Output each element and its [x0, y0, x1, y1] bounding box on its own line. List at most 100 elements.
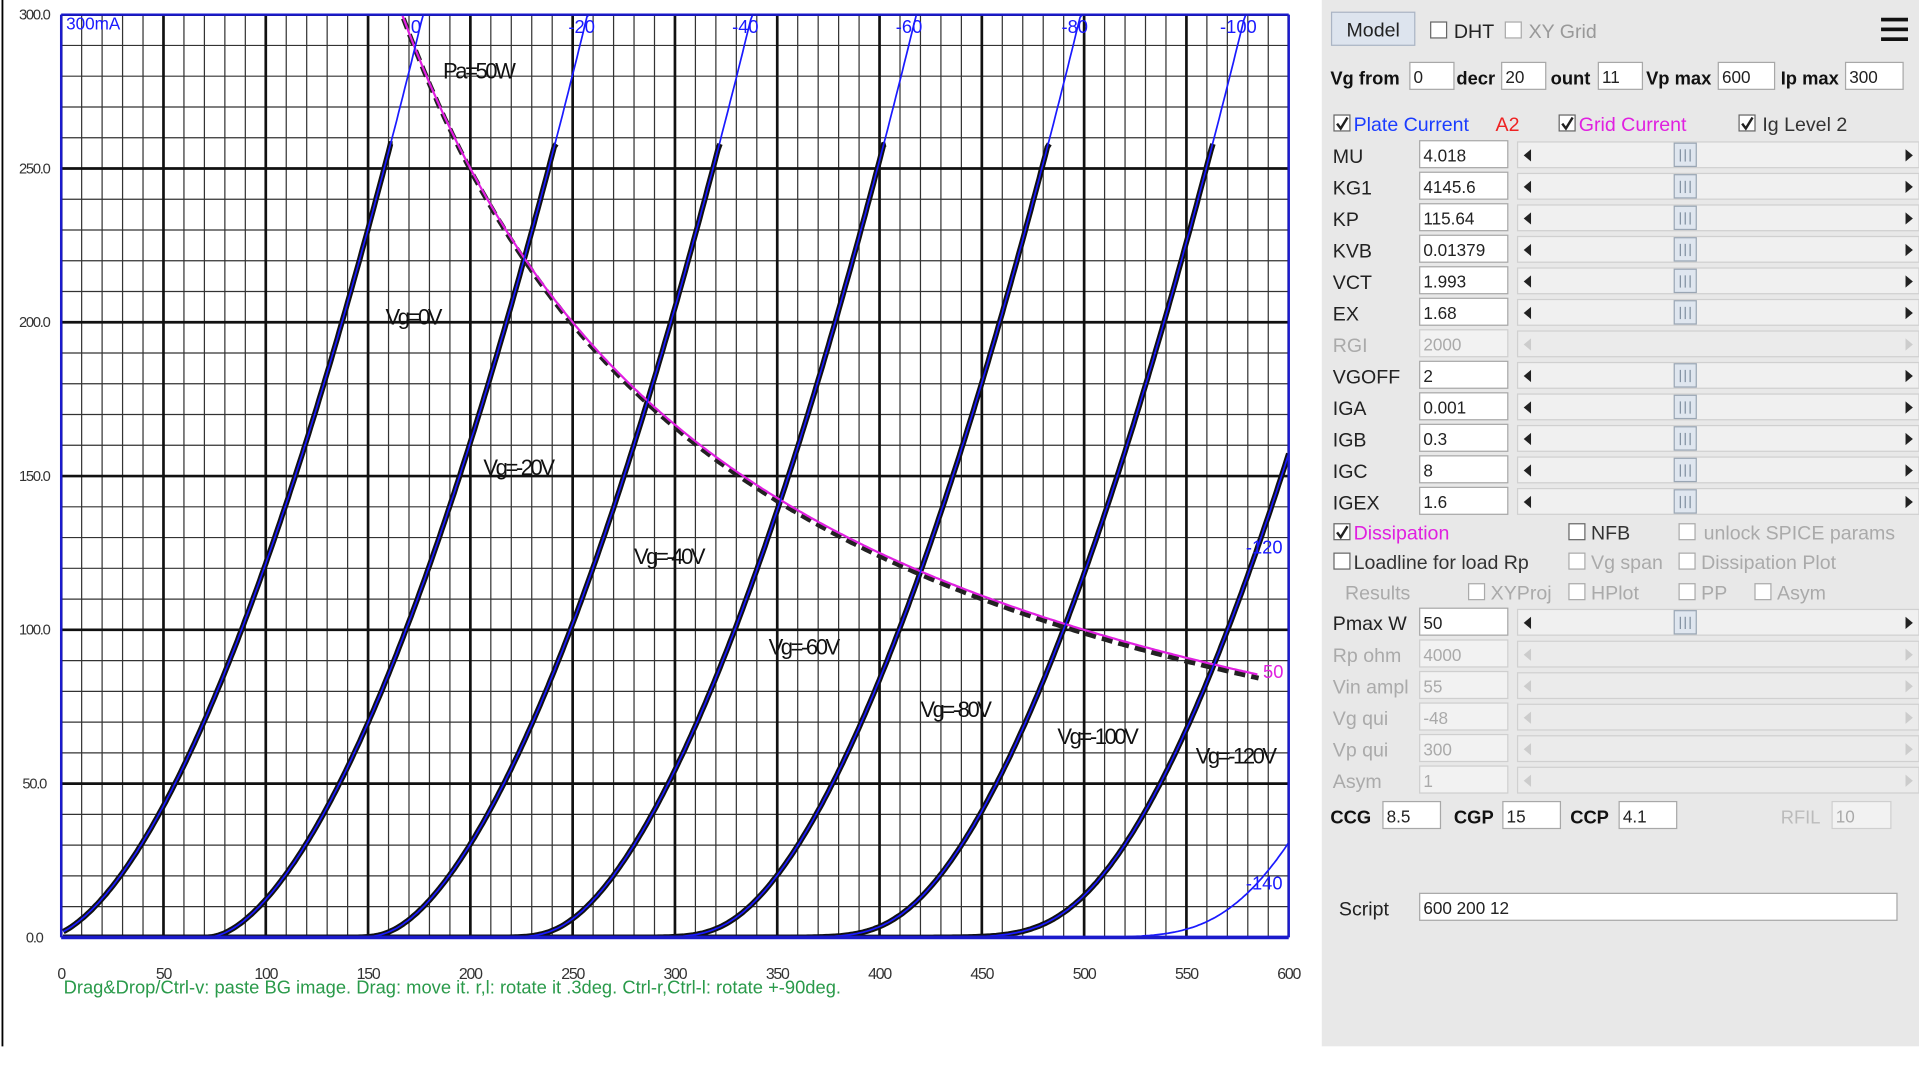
- datasheet-label: Vg=-20V: [483, 455, 555, 480]
- check-label: Loadline for load Rp: [1354, 552, 1529, 574]
- slider-track[interactable]: [1516, 456, 1919, 484]
- slider-right-arrow[interactable]: [1905, 180, 1913, 194]
- input-field[interactable]: [1419, 607, 1509, 636]
- model-button[interactable]: [1330, 11, 1416, 46]
- checkbox[interactable]: [1568, 523, 1586, 541]
- param-label: Asym: [1333, 771, 1382, 793]
- slider-left-arrow: [1523, 680, 1532, 693]
- curve-label: -120: [1246, 537, 1283, 558]
- slider-right-arrow: [1905, 648, 1913, 661]
- slider-right-arrow[interactable]: [1905, 616, 1913, 630]
- param-label: KVB: [1333, 240, 1372, 262]
- slider-right-arrow[interactable]: [1905, 243, 1913, 257]
- curve-label: -20: [568, 16, 595, 37]
- dissipation-curve: [401, 14, 1258, 676]
- param-label: IGEX: [1333, 492, 1380, 514]
- slider-left-arrow[interactable]: [1523, 275, 1532, 288]
- param-label: Vp qui: [1333, 740, 1389, 762]
- slider-left-arrow[interactable]: [1523, 369, 1532, 383]
- slider-left-arrow[interactable]: [1523, 149, 1532, 162]
- x-tick-label: 200: [459, 966, 483, 983]
- param-label: IGA: [1333, 398, 1368, 420]
- slider-track[interactable]: [1516, 298, 1919, 326]
- slider-right-arrow[interactable]: [1905, 495, 1913, 509]
- input-field: [1419, 639, 1509, 668]
- input-field[interactable]: [1419, 171, 1509, 200]
- y-tick-label: 100.0: [19, 623, 51, 639]
- input-field[interactable]: [1409, 61, 1455, 90]
- param-label: Rp ohm: [1333, 645, 1402, 667]
- slider-left-arrow[interactable]: [1523, 432, 1532, 446]
- slider-right-arrow[interactable]: [1905, 306, 1913, 320]
- checkbox: [1678, 552, 1696, 570]
- curve-label: -40: [732, 16, 759, 37]
- input-field[interactable]: [1419, 234, 1509, 263]
- slider-track[interactable]: [1516, 267, 1919, 295]
- x-tick-label: 250: [561, 966, 585, 983]
- input-field[interactable]: [1419, 892, 1898, 921]
- slider-track[interactable]: [1516, 393, 1919, 421]
- slider-right-arrow[interactable]: [1905, 464, 1913, 477]
- input-field[interactable]: [1419, 297, 1509, 326]
- checkbox[interactable]: [1430, 21, 1448, 39]
- input-field[interactable]: [1419, 486, 1509, 515]
- slider-left-arrow[interactable]: [1523, 306, 1532, 320]
- input-value: 50: [1423, 613, 1442, 633]
- y-tick-label: 0.0: [26, 930, 44, 946]
- input-field[interactable]: [1419, 423, 1509, 452]
- input-field[interactable]: [1419, 455, 1509, 484]
- slider-left-arrow[interactable]: [1523, 401, 1532, 414]
- input-field[interactable]: [1618, 800, 1678, 830]
- input-field[interactable]: [1502, 800, 1562, 830]
- slider-left-arrow[interactable]: [1523, 180, 1532, 194]
- input-value: 8: [1423, 461, 1433, 481]
- slider-track[interactable]: [1516, 204, 1919, 232]
- slider-right-arrow[interactable]: [1905, 149, 1913, 162]
- slider-left-arrow[interactable]: [1523, 495, 1532, 509]
- slider-track[interactable]: [1516, 172, 1919, 200]
- input-field[interactable]: [1419, 203, 1509, 232]
- slider-right-arrow[interactable]: [1905, 369, 1913, 383]
- input-field[interactable]: [1717, 61, 1776, 90]
- slider-track[interactable]: [1516, 608, 1919, 636]
- slider-right-arrow[interactable]: [1905, 212, 1913, 225]
- slider-left-arrow[interactable]: [1523, 243, 1532, 257]
- checkbox[interactable]: [1333, 552, 1351, 570]
- slider-left-arrow[interactable]: [1523, 212, 1532, 225]
- field-label: ount: [1551, 67, 1591, 88]
- check-label: Dissipation: [1354, 523, 1450, 545]
- slider-right-arrow[interactable]: [1905, 401, 1913, 414]
- y-tick-label: 50.0: [22, 777, 47, 793]
- plate-curve: [63, 14, 1083, 938]
- datasheet-label: Vg=-100V: [1057, 724, 1139, 749]
- input-field[interactable]: [1419, 360, 1509, 389]
- slider-left-arrow[interactable]: [1523, 616, 1532, 630]
- input-field[interactable]: [1597, 61, 1644, 90]
- plate-curve: [63, 14, 1247, 938]
- param-label: Pmax W: [1333, 613, 1407, 635]
- slider-track[interactable]: [1516, 141, 1919, 169]
- input-field[interactable]: [1419, 266, 1509, 295]
- input-value: 2000: [1423, 335, 1461, 355]
- slider-left-arrow[interactable]: [1523, 464, 1532, 477]
- curve-label: 0: [411, 16, 421, 37]
- slider-track[interactable]: [1516, 424, 1919, 452]
- x-tick-label: 300: [664, 966, 688, 983]
- input-field[interactable]: [1419, 392, 1509, 421]
- slider-track: [1516, 640, 1919, 668]
- check-label: XYProj: [1491, 583, 1552, 605]
- input-field[interactable]: [1419, 140, 1509, 169]
- slider-right-arrow[interactable]: [1905, 275, 1913, 288]
- slider-track[interactable]: [1516, 235, 1919, 263]
- slider-track[interactable]: [1516, 487, 1919, 515]
- check-mark: [1336, 116, 1349, 131]
- slider-track[interactable]: [1516, 361, 1919, 389]
- input-field[interactable]: [1844, 61, 1904, 90]
- slider-right-arrow[interactable]: [1905, 432, 1913, 446]
- input-field[interactable]: [1501, 61, 1547, 90]
- input-value: 300: [1423, 739, 1452, 759]
- input-field[interactable]: [1382, 800, 1442, 830]
- curve-label: -100: [1220, 16, 1257, 37]
